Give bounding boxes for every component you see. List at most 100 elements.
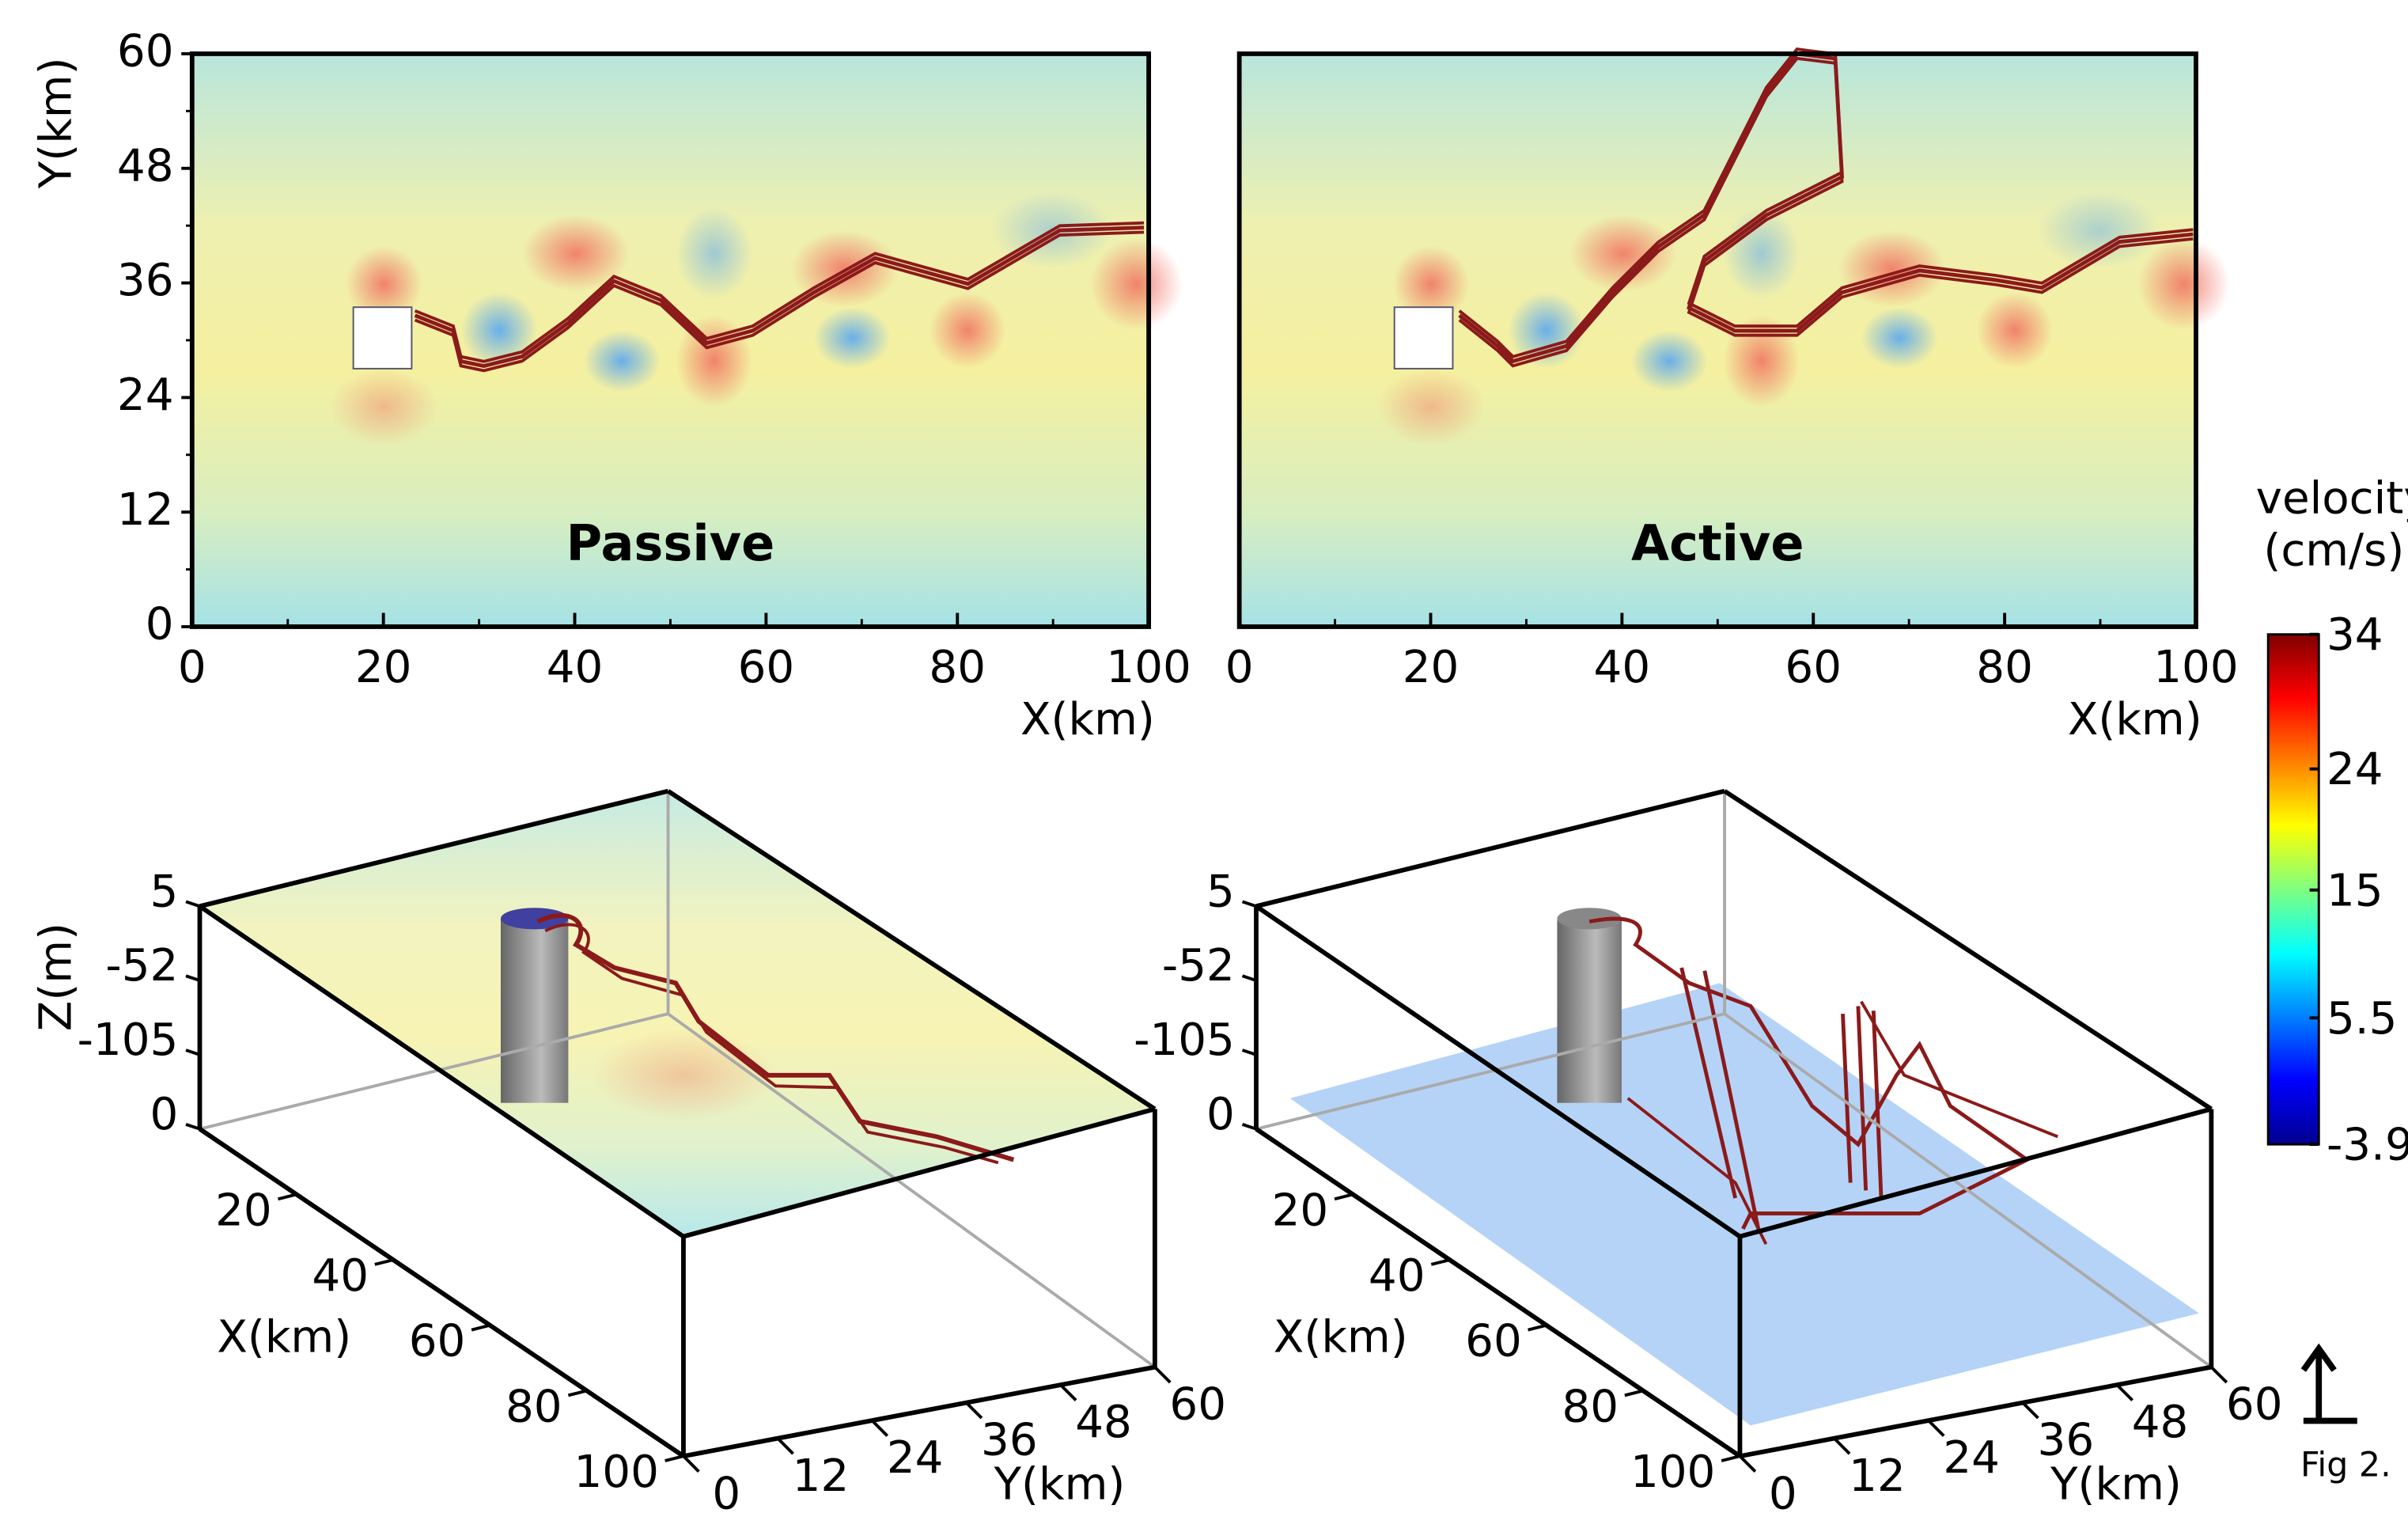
x-tick-label: 60 — [1785, 642, 1842, 693]
x-tick-label: 20 — [1403, 642, 1460, 693]
x-tick-label: 60 — [738, 642, 795, 693]
box-edge — [1255, 904, 1742, 1239]
z-axis-label: Z(m) — [31, 923, 82, 1031]
y-tick-label: 60 — [117, 26, 174, 78]
cylinder — [500, 908, 1622, 1103]
box-edge — [198, 904, 685, 1239]
x-tick-label: 40 — [1369, 1250, 1425, 1302]
z-tick-label: 5 — [1206, 866, 1235, 917]
x-tick — [374, 1258, 394, 1266]
x-tick-label: 40 — [312, 1250, 369, 1302]
x-tick-label: 100 — [2153, 642, 2238, 693]
z-tick-label: -105 — [1134, 1014, 1235, 1066]
y-tick-label: 24 — [1943, 1432, 2000, 1484]
icon — [2300, 1343, 2357, 1424]
trajectory — [414, 226, 1145, 369]
y-tick — [1833, 1437, 1851, 1455]
y-tick — [776, 1437, 794, 1455]
x-tick-label: 40 — [547, 642, 604, 693]
y-tick-label: 12 — [1849, 1450, 1906, 1502]
z-tick-label: 0 — [150, 1089, 179, 1140]
x-tick-label: 100 — [1106, 642, 1191, 693]
y-tick-label: 60 — [2226, 1379, 2283, 1431]
box-edge — [1739, 1106, 2213, 1239]
y-tick — [2210, 1366, 2228, 1384]
x-tick — [1624, 1389, 1644, 1397]
colorbar-tick-label: 24 — [2327, 744, 2383, 795]
y-tick-label: 36 — [2038, 1415, 2095, 1466]
box-edge — [198, 1127, 685, 1458]
obstacle — [352, 306, 413, 370]
colorbar-tick-label: 34 — [2327, 609, 2383, 661]
x-tick-label: 60 — [1465, 1316, 1522, 1367]
obstacle — [1393, 306, 1454, 370]
y-axis-label: Y(km) — [31, 57, 82, 189]
z-tick — [1241, 974, 1257, 982]
trajectory-strand — [414, 221, 1145, 363]
y-axis-label: Y(km) — [2050, 1459, 2182, 1511]
cylinder-top — [500, 908, 569, 930]
z-tick — [1241, 900, 1257, 908]
y-tick-label: 48 — [1075, 1397, 1132, 1448]
hidden-edge — [1723, 1012, 2213, 1369]
trajectory-3d — [536, 912, 1015, 1162]
colorbar-tick-label: -3.9 — [2327, 1120, 2408, 1171]
x-tick-label: 20 — [215, 1185, 272, 1236]
y-tick — [682, 1454, 700, 1473]
x-tick — [1430, 1258, 1451, 1266]
x-axis-label: X(km) — [1020, 694, 1155, 745]
y-tick — [1153, 1366, 1172, 1384]
colorbar-tick-label: 15 — [2327, 865, 2383, 916]
z-tick — [185, 900, 201, 908]
y-tick-label: 24 — [887, 1432, 944, 1484]
cylinder-top — [1557, 908, 1622, 930]
y-tick-label: 48 — [117, 140, 174, 191]
velocity-plane — [199, 791, 1155, 1237]
z-tick — [185, 974, 201, 982]
z-tick — [185, 1048, 201, 1056]
trajectory-strand — [1458, 56, 2194, 368]
x-axis-label: X(km) — [1274, 1311, 1408, 1363]
x-tick — [567, 1389, 588, 1397]
z-tick — [185, 1123, 201, 1131]
y-axis-label: Y(km) — [994, 1459, 1126, 1511]
x-tick — [1528, 1323, 1547, 1332]
hidden-edge — [1255, 1012, 1725, 1131]
y-tick-label: 0 — [1769, 1468, 1797, 1513]
x-axis-label: X(km) — [217, 1311, 351, 1363]
y-tick-label: 36 — [117, 255, 174, 306]
x-tick-label: 100 — [574, 1447, 658, 1498]
x-tick — [278, 1193, 297, 1201]
box-edge — [1723, 789, 2213, 1111]
x-tick-label: 20 — [355, 642, 412, 693]
z-tick-label: -105 — [78, 1014, 179, 1066]
trajectory — [1458, 51, 2194, 364]
trajectory-3d — [1588, 916, 2031, 1230]
z-tick — [1241, 1048, 1257, 1056]
x-tick — [664, 1454, 684, 1462]
x-tick-label: 80 — [1562, 1381, 1619, 1432]
x-tick-label: 0 — [1225, 642, 1254, 693]
y-tick — [2021, 1401, 2039, 1420]
z-tick-label: -52 — [105, 940, 178, 992]
x-tick-label: 80 — [1976, 642, 2033, 693]
x-tick-label: 40 — [1594, 642, 1651, 693]
x-tick — [1721, 1454, 1740, 1462]
y-tick-label: 48 — [2132, 1397, 2189, 1448]
y-tick — [2115, 1383, 2134, 1401]
y-tick — [1739, 1454, 1757, 1473]
box-edge — [1255, 788, 1725, 909]
y-tick-label: 0 — [146, 599, 174, 650]
x-tick-label: 60 — [409, 1316, 466, 1367]
colorbar-tick-label: 5.5 — [2327, 993, 2398, 1045]
cylinder-body — [1557, 918, 1622, 1103]
x-tick-label: 80 — [929, 642, 986, 693]
x-tick-label: 0 — [178, 642, 206, 693]
colorbar-title: velocity — [2256, 472, 2408, 524]
y-tick-label: 12 — [793, 1450, 850, 1502]
x-axis-label: X(km) — [2068, 694, 2202, 745]
z-tick-label: -52 — [1162, 940, 1235, 992]
trajectory-strand — [1458, 47, 2194, 358]
x-tick-label: 20 — [1272, 1185, 1329, 1236]
